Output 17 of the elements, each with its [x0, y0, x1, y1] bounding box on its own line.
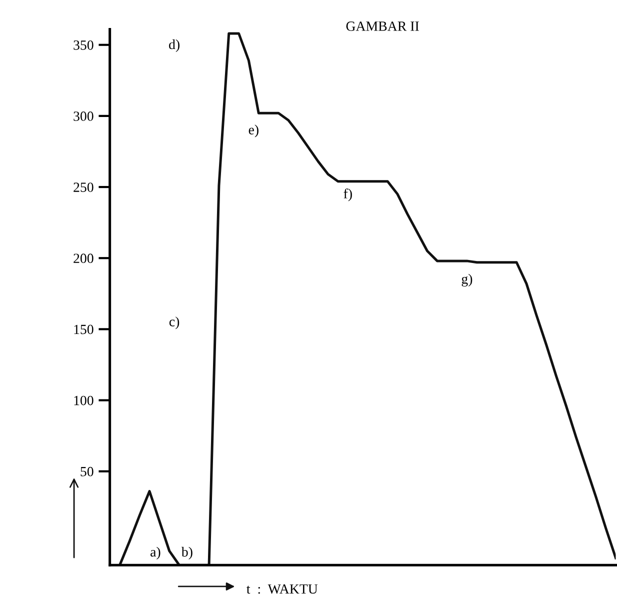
- annotation: f): [344, 188, 352, 202]
- y-tick-label: 100: [74, 396, 94, 406]
- annotation: b): [181, 546, 192, 560]
- annotation: e): [248, 124, 258, 138]
- x-axis-title: t : WAKTU: [246, 584, 318, 594]
- y-tick-label: 150: [74, 324, 94, 334]
- annotation: c): [169, 316, 180, 330]
- annotation: a): [150, 546, 160, 560]
- y-tick-label: 300: [74, 112, 94, 121]
- y-tick-label: 200: [74, 254, 94, 264]
- y-tick-label: 350: [74, 40, 94, 50]
- chart-title: GAMBAR II: [346, 22, 419, 31]
- line-series: [118, 32, 616, 566]
- annotation: g): [462, 274, 472, 287]
- y-tick-label: 50: [80, 466, 94, 476]
- y-tick-label: 250: [74, 182, 94, 192]
- annotation: d): [169, 39, 180, 52]
